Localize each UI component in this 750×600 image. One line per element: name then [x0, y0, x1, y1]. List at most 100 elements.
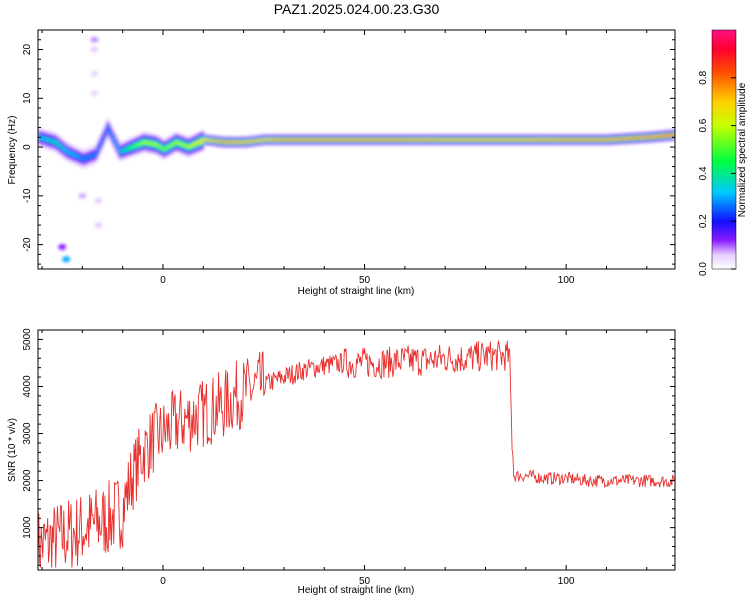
spectrogram-cell — [618, 138, 622, 140]
colorbar-tick-label: 0.6 — [698, 118, 709, 132]
spectrogram-cell — [392, 139, 396, 141]
spectrogram-cell — [306, 139, 309, 141]
y-tick-label: 2000 — [22, 469, 33, 492]
spectrogram-cell — [181, 143, 184, 146]
spectrogram-cell — [296, 139, 299, 141]
spectrogram-cell — [666, 134, 670, 137]
spectrogram-cell — [229, 141, 233, 143]
spectrogram-cell — [108, 130, 112, 133]
spectrogram-cell — [505, 139, 509, 141]
spectrogram-cell — [140, 141, 144, 145]
spectrogram-cell — [638, 137, 642, 139]
spectrogram-cell — [120, 149, 124, 153]
spectrogram-cell — [203, 139, 207, 141]
spectrogram-cell — [225, 141, 229, 143]
spectrogram-cell — [68, 151, 71, 155]
spectrogram-cell — [622, 138, 626, 140]
spectrogram-blob — [90, 70, 99, 77]
y-tick-label: 20 — [22, 44, 33, 56]
spectrogram-cell — [414, 139, 418, 141]
spectrogram-cell — [316, 139, 319, 141]
spectrogram-cell — [453, 139, 456, 141]
x-tick-label: 50 — [359, 275, 371, 286]
spectrogram-cell — [600, 139, 604, 141]
spectrogram-cell — [425, 139, 428, 141]
spectrogram-cell — [384, 139, 388, 141]
spectrogram-cell — [562, 139, 565, 141]
spectrogram-cell — [279, 139, 283, 141]
x-tick-label: 0 — [160, 576, 166, 587]
spectrogram-cell — [251, 140, 255, 142]
colorbar-tick-label: 0.2 — [698, 214, 709, 228]
spectrogram-blob — [94, 197, 103, 204]
spectrogram-cell — [312, 139, 315, 141]
spectrogram-cell — [362, 139, 366, 141]
spectrogram-cell — [408, 139, 412, 141]
spectrogram-cell — [162, 148, 166, 151]
spectrogram-cell — [267, 139, 271, 141]
spectrogram-cell — [475, 139, 479, 141]
spectrogram-blob — [90, 36, 99, 43]
spectrogram-cell — [62, 147, 65, 150]
spectrogram-cell — [354, 139, 358, 141]
spectrogram-cell — [340, 139, 344, 141]
spectrogram-cell — [207, 139, 211, 141]
colorbar: 0.0 0.2 0.4 0.6 0.8 Normalized spectral ampl… — [698, 29, 748, 276]
spectrogram-cell — [509, 139, 513, 141]
spectrogram-cell — [281, 139, 285, 141]
spectrogram-blob — [78, 192, 87, 199]
spectrogram-cell — [348, 139, 352, 141]
spectrogram-cell — [273, 139, 277, 141]
spectrogram-cell — [360, 139, 364, 141]
spectrogram-cell — [160, 146, 164, 150]
spectrogram-cell — [215, 140, 219, 142]
spectrogram-cell — [338, 139, 342, 141]
spectrogram-cell — [322, 139, 325, 141]
spectrogram-cell — [219, 140, 223, 143]
spectrogram-cell — [489, 139, 493, 141]
spectrogram-cell — [483, 139, 487, 141]
spectrogram-cell — [211, 140, 215, 142]
spectrogram-y-ticks: -20 -10 0 10 20 — [22, 29, 675, 265]
x-tick-label: 0 — [160, 275, 166, 286]
spectrogram-cell — [388, 139, 392, 141]
colorbar-tick-label: 0.4 — [698, 166, 709, 180]
spectrogram-cell — [499, 139, 503, 141]
spectrogram-ridge — [38, 36, 675, 263]
spectrogram-cell — [640, 136, 644, 139]
spectrogram-cell — [467, 139, 471, 141]
spectrogram-cell — [517, 139, 521, 141]
spectrogram-cell — [324, 139, 327, 141]
spectrogram-cell — [40, 136, 43, 140]
spectrogram-x-label: Height of straight line (km) — [298, 286, 415, 297]
spectrogram-cell — [427, 139, 430, 141]
spectrogram-cell — [487, 139, 491, 141]
spectrogram-blob — [58, 244, 67, 251]
spectrogram-cell — [642, 136, 646, 139]
spectrogram-cell — [237, 141, 241, 143]
spectrogram-cell — [606, 139, 610, 141]
spectrogram-cell — [233, 141, 237, 143]
spectrogram-cell — [372, 139, 376, 141]
spectrogram-cell — [554, 139, 557, 141]
spectrogram-cell — [670, 134, 674, 136]
spectrogram-cell — [439, 139, 442, 141]
spectrogram-cell — [291, 139, 295, 141]
spectrogram-cell — [156, 144, 160, 148]
spectrogram-cell — [580, 139, 583, 141]
spectrogram-cell — [598, 139, 602, 141]
spectrogram-blob — [90, 46, 99, 53]
spectrogram-cell — [406, 139, 410, 141]
spectrogram-cell — [471, 139, 475, 141]
spectrogram-cell — [533, 139, 537, 141]
spectrogram-cell — [189, 144, 192, 148]
spectrogram-cell — [465, 139, 469, 141]
spectrogram-cell — [221, 141, 225, 143]
spectrogram-cell — [550, 139, 553, 141]
spectrogram-cell — [648, 136, 652, 138]
spectrogram-cell — [556, 139, 559, 141]
spectrogram-cell — [148, 142, 152, 145]
spectrogram-cell — [96, 148, 100, 152]
spectrogram-cell — [285, 139, 289, 141]
